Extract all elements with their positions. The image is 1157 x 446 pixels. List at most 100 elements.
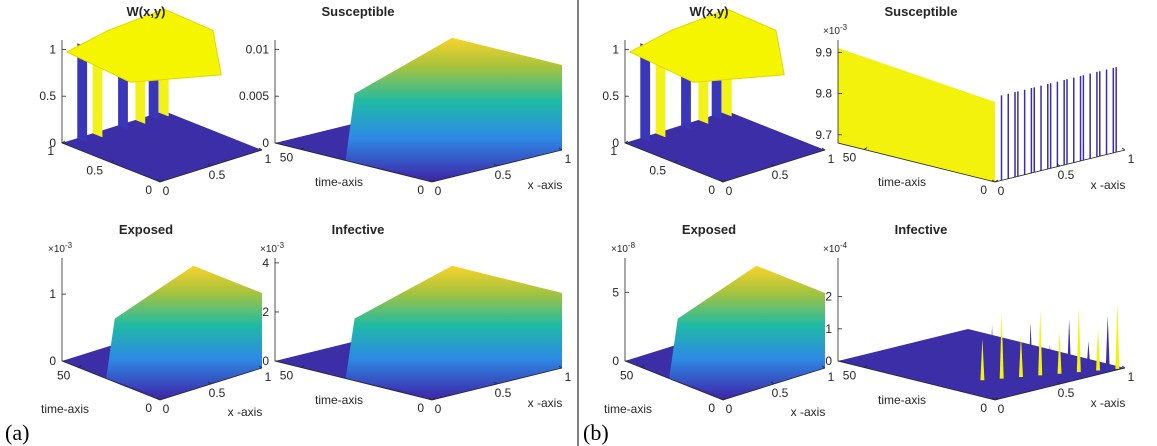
x-tick-label: 0	[998, 184, 1005, 198]
x-tick-label: 1	[828, 152, 835, 166]
y-tick-label: 0	[708, 401, 715, 415]
y-axis-label: time-axis	[604, 402, 652, 416]
x-tick	[719, 179, 724, 183]
subplot-title: Susceptible	[885, 4, 958, 19]
subplot-title: Exposed	[682, 222, 736, 237]
x-tick-label: 1	[565, 370, 572, 384]
y-tick-label: 50	[280, 369, 294, 383]
x-tick	[991, 179, 996, 183]
x-tick	[770, 163, 775, 167]
x-tick	[821, 365, 826, 369]
exponent-power: -3	[65, 241, 73, 250]
surface	[838, 48, 995, 182]
subplot: Infective ×10-3 0 2 4 0 50 0 0.5 1 time-axis x -axi…	[260, 222, 572, 416]
surface	[628, 8, 785, 83]
y-tick	[431, 179, 436, 183]
surface	[77, 43, 88, 143]
x-tick-label: 0	[726, 184, 733, 198]
surface	[1009, 347, 1014, 378]
y-tick-label: 0	[417, 401, 424, 415]
surface	[1096, 328, 1101, 371]
y-tick-label: 0	[145, 183, 152, 197]
surface	[625, 111, 825, 182]
x-tick-label: 0	[998, 402, 1005, 416]
exponent-power: -8	[628, 241, 636, 250]
z-tick-label: 1	[612, 42, 619, 56]
x-tick-label: 1	[828, 370, 835, 384]
z-tick-label: 9.7	[815, 128, 832, 142]
x-axis-label: x -axis	[1091, 396, 1126, 410]
subplot: Susceptible 0 0.005 0.01 0 50 0 0.5 1 time-axis x …	[239, 4, 572, 198]
x-tick-label: 0.5	[772, 168, 789, 182]
surface	[106, 265, 262, 399]
panel-label: (b)	[583, 420, 609, 445]
x-tick	[1121, 147, 1126, 151]
x-tick	[719, 397, 724, 401]
z-tick-label: 0.5	[39, 89, 56, 103]
y-tick	[994, 397, 999, 401]
surface	[970, 351, 975, 382]
y-tick-label: 50	[620, 369, 634, 383]
x-tick	[770, 381, 775, 385]
x-tick-label: 0	[435, 402, 442, 416]
x-axis-label: x -axis	[1091, 178, 1126, 192]
surface	[1115, 302, 1120, 369]
z-tick-label: 0	[612, 136, 619, 150]
y-tick	[863, 365, 868, 368]
exponent: ×10-3	[48, 241, 73, 255]
surface	[669, 265, 825, 399]
surface	[1018, 335, 1023, 378]
x-tick-label: 0.5	[209, 386, 226, 400]
exponent-base: ×10	[823, 26, 840, 37]
surface	[65, 8, 222, 83]
z-tick-label: 9.9	[815, 45, 832, 59]
x-tick-label: 1	[1128, 370, 1135, 384]
y-tick-label: 1	[610, 144, 617, 158]
surface	[1038, 309, 1043, 376]
z-tick-label: 1	[825, 322, 832, 336]
y-tick	[641, 365, 645, 368]
z-tick-label: 0	[49, 354, 56, 368]
exponent-power: -4	[840, 241, 848, 250]
y-tick	[300, 365, 305, 368]
surface	[980, 338, 985, 381]
x-axis-label: x -axis	[791, 405, 826, 419]
x-tick	[258, 147, 263, 151]
subplot-title: Infective	[332, 222, 385, 237]
exponent: ×10-3	[260, 241, 285, 255]
x-tick-label: 0.5	[495, 168, 512, 182]
x-tick	[428, 397, 433, 401]
y-tick	[159, 397, 164, 401]
y-axis-label: time-axis	[315, 393, 363, 407]
z-tick-label: 2	[262, 305, 269, 319]
y-axis-label: time-axis	[878, 175, 926, 189]
exponent-power: -3	[277, 241, 285, 250]
subplot: Susceptible ×10-3 9.7 9.8 9.9 0 50 0 0.5 1 time-ax…	[815, 4, 1134, 198]
z-tick-label: 1	[49, 287, 56, 301]
subplot-title: Infective	[895, 222, 948, 237]
y-tick	[159, 179, 164, 183]
surface	[1047, 344, 1052, 375]
y-tick	[624, 140, 629, 144]
x-tick-label: 0.5	[1058, 168, 1075, 182]
y-tick	[300, 147, 305, 150]
y-tick-label: 0.5	[649, 164, 666, 178]
y-tick	[994, 179, 999, 183]
x-tick	[558, 365, 563, 369]
y-tick	[110, 160, 115, 163]
z-tick-label: 0	[612, 354, 619, 368]
x-tick-label: 0	[435, 184, 442, 198]
y-tick-label: 50	[280, 151, 294, 165]
exponent: ×10-3	[823, 23, 848, 37]
x-tick	[558, 147, 563, 151]
y-tick-label: 0	[417, 183, 424, 197]
x-tick-label: 0	[726, 402, 733, 416]
y-tick-label: 50	[843, 151, 857, 165]
x-axis-label: x -axis	[228, 405, 263, 419]
surface	[640, 43, 651, 143]
y-tick	[78, 365, 82, 368]
